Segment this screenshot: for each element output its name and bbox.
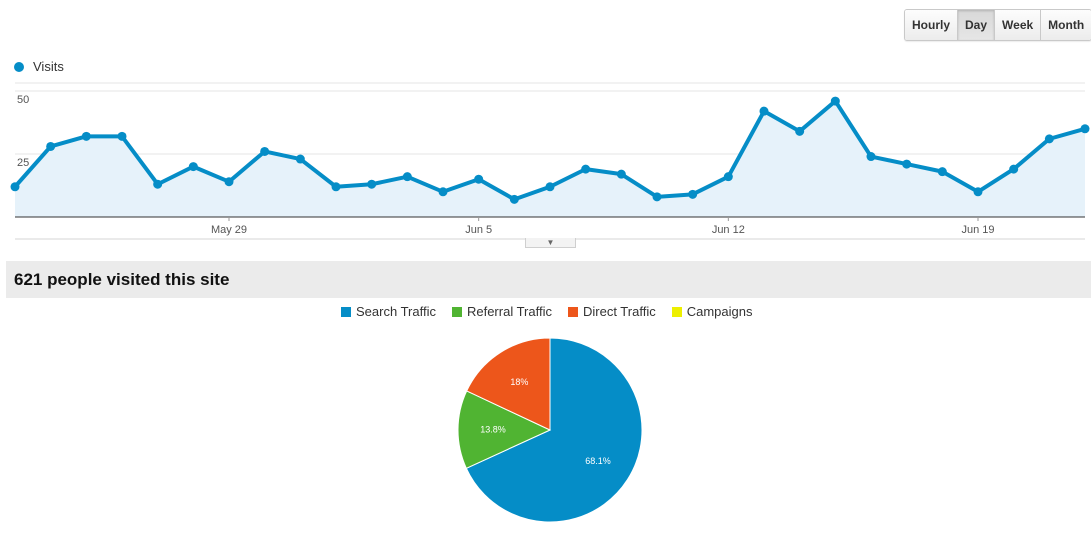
x-tick-label: May 29 [211,224,247,236]
legend-item-campaigns[interactable]: Campaigns [671,304,753,319]
x-tick-label: Jun 19 [961,224,994,236]
visits-data-point[interactable] [616,169,626,179]
x-tick-label: Jun 5 [465,224,492,236]
visits-data-point[interactable] [937,167,947,177]
visits-line-chart: 50 25 May 29 Jun 5 Jun 12 Jun 19 [10,82,1090,240]
visits-data-point[interactable] [723,172,733,182]
visits-data-point[interactable] [331,182,341,192]
legend-item-direct-traffic[interactable]: Direct Traffic [567,304,656,319]
legend-item-referral-traffic[interactable]: Referral Traffic [451,304,552,319]
y-tick-label: 50 [17,94,29,106]
pie-slice-referral-traffic[interactable] [457,390,552,469]
direct-traffic-swatch [567,306,578,317]
visits-data-point[interactable] [830,96,840,106]
referral-traffic-swatch [451,306,462,317]
visits-data-point[interactable] [367,179,377,189]
visits-data-point[interactable] [295,154,305,164]
visits-data-point[interactable] [866,152,876,162]
chevron-down-icon: ▼ [546,237,555,247]
hourly-button[interactable]: Hourly [905,10,959,40]
visits-data-point[interactable] [474,174,484,184]
visits-data-point[interactable] [260,146,270,156]
visits-data-point[interactable] [1009,164,1019,174]
visits-data-point[interactable] [1044,134,1054,144]
campaigns-swatch [671,306,682,317]
visits-data-point[interactable] [1080,124,1090,134]
x-tick-label: Jun 12 [712,224,745,236]
visits-data-point[interactable] [795,126,805,136]
pie-label-search-traffic: 68.1% [585,456,611,466]
visitor-summary-text: 621 people visited this site [14,269,230,289]
pie-slice-direct-traffic[interactable] [466,337,551,431]
pie-slice-search-traffic[interactable] [465,337,643,523]
line-chart-legend[interactable]: Visits [14,59,64,74]
visits-legend-marker [14,61,24,72]
visits-data-point[interactable] [10,182,20,192]
visits-legend-label: Visits [33,59,64,74]
visits-area-fill [15,101,1085,217]
visits-data-point[interactable] [688,189,698,199]
visits-data-point[interactable] [188,162,198,172]
visits-data-point[interactable] [402,172,412,182]
pie-chart-legend: Search Traffic Referral Traffic Direct T… [341,304,768,319]
campaigns-label: Campaigns [686,304,753,319]
visits-data-point[interactable] [545,182,555,192]
visits-data-point[interactable] [973,187,983,197]
y-tick-label: 25 [17,157,29,169]
day-button[interactable]: Day [958,10,996,40]
referral-traffic-label: Referral Traffic [466,304,552,319]
month-button[interactable]: Month [1041,10,1091,40]
expand-chart-handle[interactable]: ▼ [525,238,576,248]
direct-traffic-label: Direct Traffic [582,304,656,319]
pie-label-referral-traffic: 13.8% [480,425,506,435]
visitor-summary-banner: 621 people visited this site [6,261,1091,298]
visits-data-point[interactable] [902,159,912,169]
search-traffic-label: Search Traffic [356,304,436,319]
visits-data-point[interactable] [224,177,234,187]
visits-data-point[interactable] [81,131,91,141]
visits-data-point[interactable] [46,141,56,151]
visits-data-point[interactable] [153,179,163,189]
legend-item-search-traffic[interactable]: Search Traffic [341,304,436,319]
search-traffic-swatch [341,306,351,317]
visits-data-point[interactable] [438,187,448,197]
date-range-toggle: Hourly Day Week Month [904,9,1091,41]
visits-data-point[interactable] [652,192,662,202]
week-button[interactable]: Week [995,10,1042,40]
visits-data-point[interactable] [117,131,127,141]
pie-label-direct-traffic: 18% [510,377,528,387]
visits-data-point[interactable] [759,106,769,116]
visits-data-point[interactable] [509,194,519,204]
traffic-sources-pie-chart: 68.1% 13.8% 18% [457,337,643,523]
visits-data-point[interactable] [581,164,591,174]
